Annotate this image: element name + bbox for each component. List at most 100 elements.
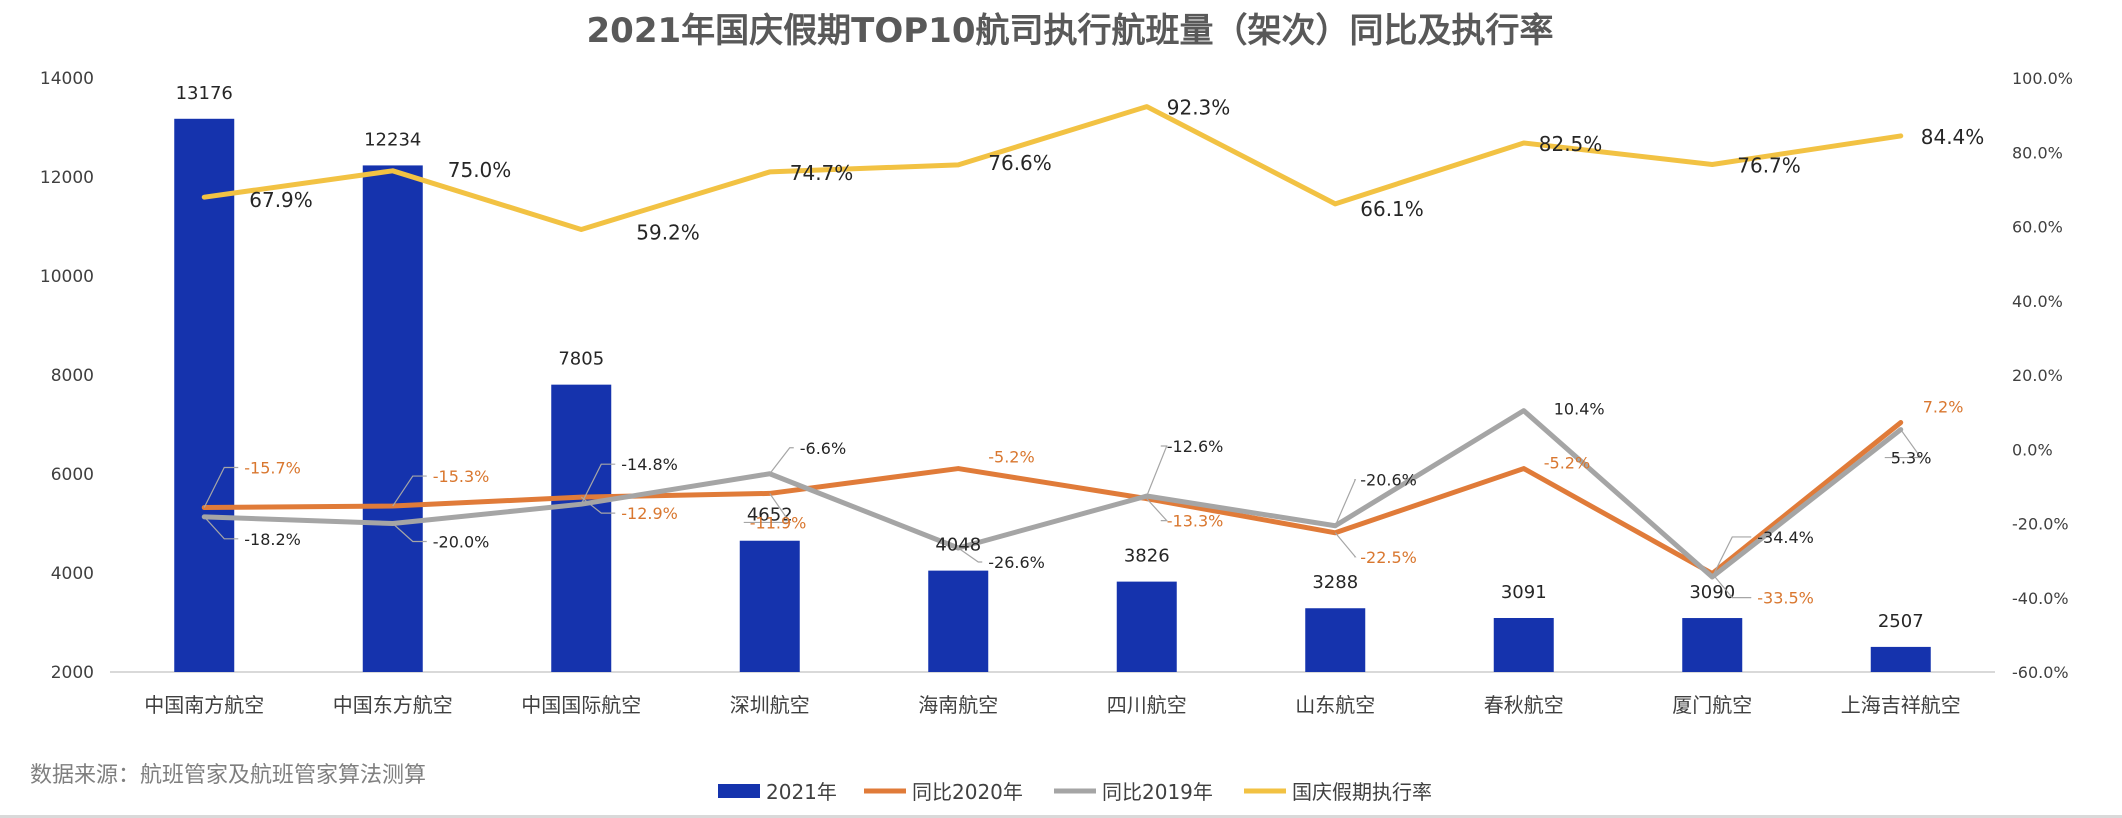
- left-axis-tick-label: 8000: [51, 366, 94, 386]
- line-value-label: 84.4%: [1921, 125, 1985, 149]
- line-value-label: 76.6%: [988, 151, 1052, 175]
- bar: [739, 540, 800, 672]
- leader-line: [580, 496, 616, 514]
- category-label: 海南航空: [918, 693, 998, 717]
- source-note: 数据来源：航班管家及航班管家算法测算: [30, 763, 427, 788]
- bar-value-label: 4048: [935, 535, 981, 556]
- leader-line: [1334, 532, 1357, 558]
- bar: [362, 165, 423, 673]
- right-axis-tick-label: 20.0%: [2012, 366, 2063, 385]
- left-axis-tick-label: 10000: [40, 267, 94, 287]
- legend-label: 同比2020年: [912, 780, 1023, 804]
- line-value-label: -14.8%: [621, 455, 678, 474]
- leader-line: [769, 447, 794, 475]
- line-value-label: 10.4%: [1554, 400, 1605, 419]
- category-label: 中国国际航空: [521, 693, 641, 717]
- line-yoy-2020: [201, 420, 1904, 577]
- line-value-label: -5.2%: [1544, 454, 1590, 473]
- bar: [928, 570, 989, 672]
- line-value-label: -20.6%: [1360, 471, 1417, 490]
- bar: [551, 384, 612, 672]
- category-label: 中国南方航空: [144, 693, 264, 717]
- line-value-label: -20.0%: [433, 533, 490, 552]
- line-value-label: 92.3%: [1167, 96, 1231, 120]
- legend-label: 同比2019年: [1102, 780, 1213, 804]
- bar-value-label: 3288: [1312, 572, 1358, 593]
- category-label: 山东航空: [1295, 693, 1375, 717]
- left-axis-tick-label: 12000: [40, 168, 94, 188]
- bar: [1870, 646, 1931, 672]
- leader-line: [1711, 536, 1752, 578]
- right-axis-tick-label: -60.0%: [2012, 663, 2069, 682]
- bar: [1682, 618, 1743, 672]
- line-value-label: 59.2%: [636, 220, 700, 244]
- leader-line: [743, 493, 791, 524]
- leader-line: [1146, 498, 1169, 522]
- category-label: 春秋航空: [1484, 693, 1564, 717]
- category-label: 中国东方航空: [333, 693, 453, 717]
- line-value-label: 67.9%: [249, 188, 313, 212]
- leader-line: [203, 466, 239, 508]
- legend-label: 国庆假期执行率: [1292, 780, 1432, 804]
- line-yoy-2019: [201, 408, 1904, 580]
- right-axis-tick-label: 40.0%: [2012, 292, 2063, 311]
- line-value-label: -11.9%: [750, 513, 807, 532]
- category-label: 厦门航空: [1672, 693, 1752, 717]
- line-value-label: -13.3%: [1167, 512, 1224, 531]
- bar: [174, 118, 235, 672]
- line-value-label: 66.1%: [1360, 197, 1424, 221]
- right-axis-tick-label: 0.0%: [2012, 440, 2053, 459]
- left-axis-tick-label: 4000: [51, 564, 94, 584]
- line-value-label: -5.2%: [988, 448, 1034, 467]
- right-axis-tick-label: -20.0%: [2012, 515, 2069, 534]
- line-value-label: -15.7%: [244, 459, 301, 478]
- line-value-label: 75.0%: [448, 158, 512, 182]
- leader-line: [957, 547, 983, 563]
- line-value-label: 76.7%: [1737, 154, 1801, 178]
- line-value-label: -18.2%: [244, 530, 301, 549]
- line-value-label: -15.3%: [433, 467, 490, 486]
- leader-line: [392, 475, 427, 507]
- right-axis-tick-label: 80.0%: [2012, 143, 2063, 162]
- line-value-label: -12.6%: [1167, 437, 1224, 456]
- legend: 2021年 同比2020年 同比2019年 国庆假期执行率: [718, 780, 1432, 804]
- leader-line: [1146, 445, 1168, 497]
- line-value-label: 5.3%: [1891, 449, 1932, 468]
- category-label: 深圳航空: [730, 693, 810, 717]
- legend-label: 2021年: [766, 780, 837, 804]
- line-value-label: 74.7%: [790, 161, 854, 185]
- line-value-label: -26.6%: [988, 553, 1045, 572]
- bar-series: [174, 118, 1931, 673]
- leader-line: [1884, 429, 1922, 459]
- legend-swatch: [718, 784, 760, 798]
- left-axis-tick-label: 2000: [51, 663, 94, 683]
- bar-value-label: 3826: [1124, 546, 1170, 567]
- category-label: 上海吉祥航空: [1841, 693, 1961, 717]
- chart-title: 2021年国庆假期TOP10航司执行航班量（架次）同比及执行率: [587, 11, 1554, 51]
- bar-value-label: 7805: [558, 349, 604, 370]
- axes: 14000 12000 10000 8000 6000 4000 2000 100.0% 80.…: [40, 69, 2073, 717]
- left-axis-tick-label: 14000: [40, 69, 94, 89]
- line-value-label: -22.5%: [1360, 548, 1417, 567]
- category-label: 四川航空: [1107, 693, 1187, 717]
- line-series: [201, 104, 1904, 580]
- left-axis-tick-label: 6000: [51, 465, 94, 485]
- line-value-label: 7.2%: [1923, 398, 1964, 417]
- line-execution-rate: [201, 104, 1904, 232]
- bar-value-label: 13176: [176, 83, 233, 104]
- right-axis-tick-label: 60.0%: [2012, 218, 2063, 237]
- bar-value-label: 2507: [1878, 611, 1924, 632]
- line-value-label: -6.6%: [800, 439, 846, 458]
- right-axis-tick-label: -40.0%: [2012, 589, 2069, 608]
- leader-line: [1711, 573, 1752, 599]
- bar-value-label: 3091: [1501, 582, 1547, 603]
- bar-value-label: 12234: [364, 129, 421, 150]
- leader-line: [580, 463, 616, 505]
- bar: [1305, 608, 1366, 672]
- leader-line: [1334, 479, 1357, 526]
- leader-line: [203, 516, 239, 540]
- line-value-label: -34.4%: [1757, 528, 1814, 547]
- bottom-rule: [0, 815, 2122, 818]
